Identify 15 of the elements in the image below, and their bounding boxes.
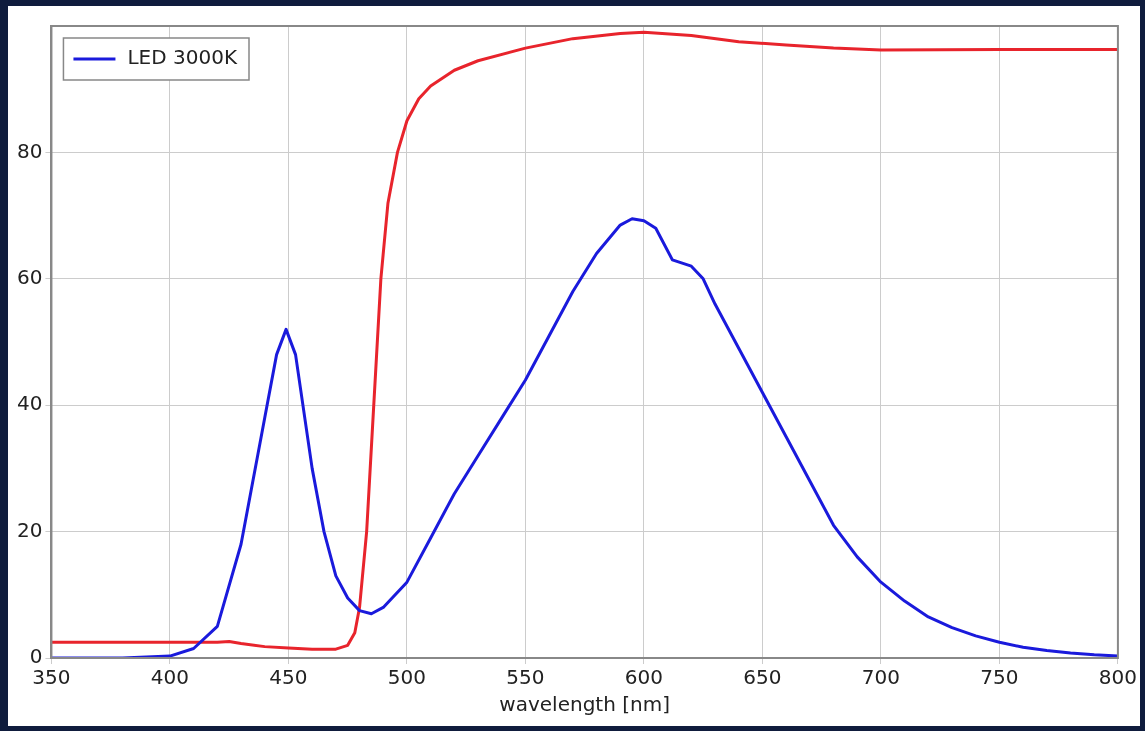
y-tick-label: 60	[17, 265, 43, 289]
x-tick-label: 500	[387, 665, 427, 690]
x-tick-label: 750	[980, 665, 1019, 690]
y-tick-label: 40	[17, 391, 43, 416]
x-tick-label: 700	[861, 665, 901, 690]
x-tick-label: 450	[269, 665, 308, 690]
x-tick-label: 800	[1098, 665, 1138, 690]
x-tick-label: 600	[624, 665, 664, 690]
x-tick-label: 400	[150, 665, 190, 690]
y-tick-label: 20	[17, 517, 43, 542]
y-tick-label: 80	[17, 138, 43, 163]
x-tick-label: 650	[743, 665, 782, 690]
x-axis-title: wavelength [nm]	[499, 692, 670, 717]
x-tick-label: 550	[506, 665, 545, 690]
legend-label: LED 3000K	[127, 45, 238, 70]
